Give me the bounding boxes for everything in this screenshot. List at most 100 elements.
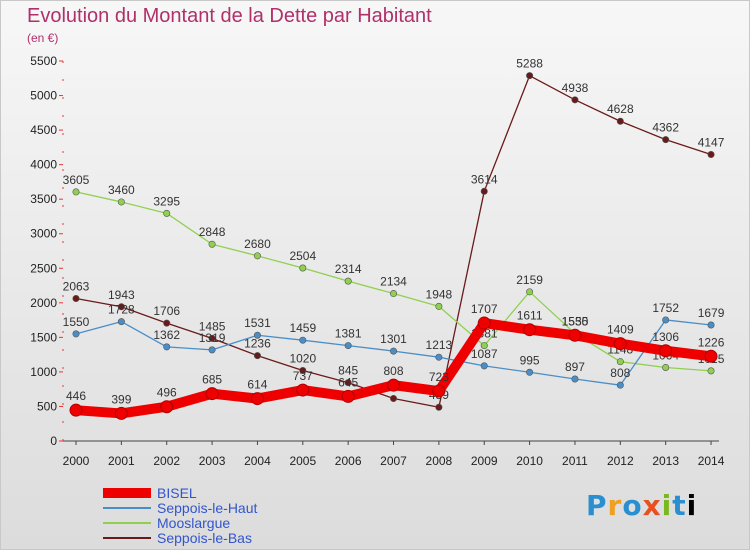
x-tick-label: 2005 xyxy=(289,454,316,468)
data-point-bisel xyxy=(296,383,310,397)
data-label-seppois-le-bas: 1020 xyxy=(289,352,316,366)
data-label-bisel: 645 xyxy=(338,375,358,389)
data-point-mooslargue xyxy=(117,198,125,206)
data-label-seppois-le-bas: 4147 xyxy=(698,135,725,149)
data-point-bisel xyxy=(387,378,401,392)
data-point-seppois-le-bas xyxy=(253,352,261,360)
data-label-seppois-le-haut: 1301 xyxy=(380,332,407,346)
data-label-seppois-le-haut: 1728 xyxy=(108,303,135,317)
data-label-bisel: 614 xyxy=(247,378,267,392)
data-label-seppois-le-bas: 1706 xyxy=(153,304,180,318)
data-point-seppois-le-haut xyxy=(435,353,443,361)
legend-swatch xyxy=(103,521,151,524)
y-tick-label: 4000 xyxy=(30,158,57,172)
data-label-mooslargue: 2848 xyxy=(199,225,226,239)
data-point-bisel xyxy=(704,349,718,363)
data-point-bisel xyxy=(659,344,673,358)
y-tick-label: 2500 xyxy=(30,261,57,275)
data-point-mooslargue xyxy=(253,252,261,260)
x-tick-label: 2014 xyxy=(698,454,725,468)
x-tick-label: 2010 xyxy=(516,454,543,468)
chart-title: Evolution du Montant de la Dette par Hab… xyxy=(27,5,432,27)
data-label-seppois-le-haut: 1319 xyxy=(199,331,226,345)
data-label-mooslargue: 2314 xyxy=(335,262,362,276)
x-tick-label: 2009 xyxy=(471,454,498,468)
data-point-seppois-le-bas xyxy=(707,150,715,158)
x-tick-label: 2001 xyxy=(108,454,135,468)
x-tick-label: 2008 xyxy=(426,454,453,468)
data-point-mooslargue xyxy=(480,342,488,350)
x-tick-label: 2012 xyxy=(607,454,634,468)
data-point-seppois-le-bas xyxy=(208,334,216,342)
data-label-mooslargue: 2159 xyxy=(516,273,543,287)
y-tick-label: 5500 xyxy=(30,54,57,68)
data-label-mooslargue: 1948 xyxy=(426,287,453,301)
legend-label: Seppois-le-Haut xyxy=(157,499,258,516)
proxiti-logo: Proxiti xyxy=(586,489,698,522)
y-tick-label: 2000 xyxy=(30,296,57,310)
data-point-seppois-le-bas xyxy=(616,117,624,125)
data-label-seppois-le-bas: 4362 xyxy=(652,121,679,135)
data-point-mooslargue xyxy=(662,363,670,371)
data-label-seppois-le-haut: 1213 xyxy=(426,338,453,352)
data-label-bisel: 446 xyxy=(66,389,86,403)
data-point-mooslargue xyxy=(616,358,624,366)
legend-item-seppois-le-haut: Seppois-le-Haut xyxy=(103,499,258,516)
data-point-mooslargue xyxy=(72,188,80,196)
data-label-bisel: 1530 xyxy=(562,314,589,328)
data-point-seppois-le-bas xyxy=(344,379,352,387)
legend-swatch xyxy=(103,487,151,498)
data-point-mooslargue xyxy=(526,288,534,296)
series-line-seppois-le-bas xyxy=(75,74,712,408)
data-point-seppois-le-haut xyxy=(72,330,80,338)
data-point-seppois-le-bas xyxy=(662,136,670,144)
data-point-bisel xyxy=(250,392,264,406)
data-point-mooslargue xyxy=(344,277,352,285)
data-label-seppois-le-bas: 845 xyxy=(338,364,358,378)
data-label-seppois-le-haut: 808 xyxy=(610,366,630,380)
data-label-seppois-le-haut: 1459 xyxy=(289,321,316,335)
data-label-seppois-le-haut: 1531 xyxy=(244,316,271,330)
data-point-seppois-le-bas xyxy=(72,294,80,302)
y-tick-label: 1000 xyxy=(30,365,57,379)
data-label-seppois-le-haut: 1550 xyxy=(63,315,90,329)
data-point-bisel xyxy=(568,328,582,342)
data-label-mooslargue: 3460 xyxy=(108,183,135,197)
data-point-seppois-le-bas xyxy=(117,303,125,311)
legend-item-bisel: BISEL xyxy=(103,485,257,501)
data-label-mooslargue: 2504 xyxy=(289,249,316,263)
data-point-seppois-le-haut xyxy=(662,316,670,324)
data-label-seppois-le-haut: 995 xyxy=(520,353,540,367)
data-label-bisel: 1611 xyxy=(517,309,543,323)
data-label-bisel: 496 xyxy=(157,386,177,400)
data-point-bisel xyxy=(613,337,627,351)
data-point-seppois-le-haut xyxy=(117,318,125,326)
data-label-seppois-le-haut: 1381 xyxy=(335,327,362,341)
data-point-bisel xyxy=(341,389,355,403)
data-point-mooslargue xyxy=(707,367,715,375)
legend-swatch xyxy=(103,506,151,509)
data-point-seppois-le-haut xyxy=(526,368,534,376)
data-label-seppois-le-bas: 5288 xyxy=(516,57,543,71)
data-label-bisel: 1409 xyxy=(607,323,634,337)
y-tick-label: 1500 xyxy=(30,330,57,344)
data-label-bisel: 399 xyxy=(111,392,131,406)
data-label-seppois-le-bas: 4628 xyxy=(607,102,634,116)
data-point-seppois-le-bas xyxy=(571,96,579,104)
data-point-seppois-le-bas xyxy=(480,187,488,195)
data-label-bisel: 1707 xyxy=(471,302,498,316)
y-tick-label: 3500 xyxy=(30,192,57,206)
data-label-bisel: 737 xyxy=(293,369,313,383)
data-point-bisel xyxy=(523,323,537,337)
data-label-seppois-le-haut: 1679 xyxy=(698,306,725,320)
data-point-seppois-le-haut xyxy=(571,375,579,383)
x-tick-label: 2003 xyxy=(199,454,226,468)
data-point-seppois-le-haut xyxy=(299,336,307,344)
data-label-bisel: 1226 xyxy=(698,335,725,349)
data-label-seppois-le-bas: 1485 xyxy=(199,319,226,333)
data-point-seppois-le-haut xyxy=(707,321,715,329)
x-tick-label: 2000 xyxy=(63,454,90,468)
data-point-seppois-le-haut xyxy=(616,381,624,389)
